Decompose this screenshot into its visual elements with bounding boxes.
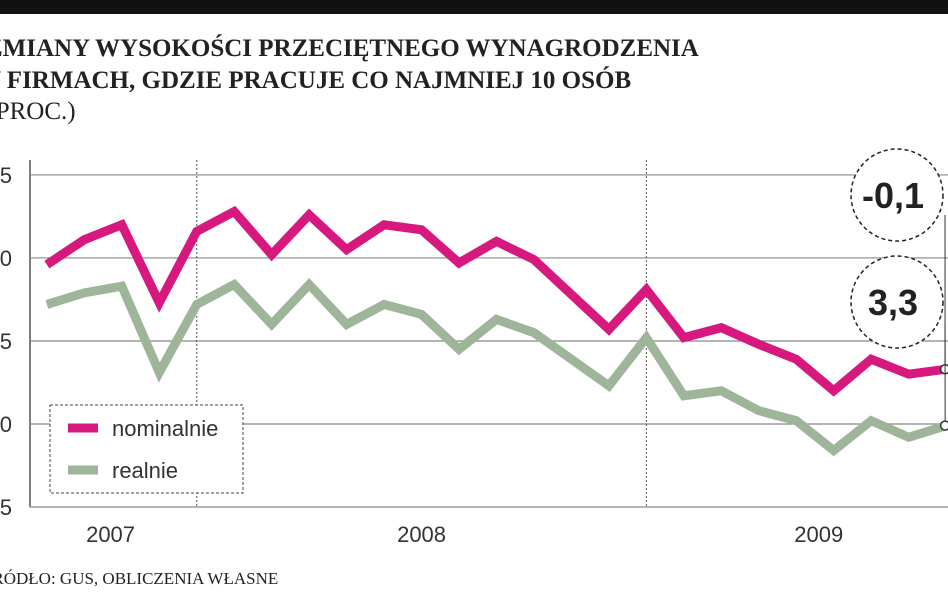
series-line xyxy=(44,205,947,397)
end-label: -0,1 xyxy=(862,175,924,216)
year-label: 2009 xyxy=(794,522,843,547)
series-line xyxy=(45,277,948,457)
legend-label: nominalnie xyxy=(112,416,218,441)
end-marker xyxy=(939,420,948,431)
year-label: 2008 xyxy=(397,522,446,547)
y-tick-label: -5 xyxy=(0,495,12,520)
legend-label: realnie xyxy=(112,458,178,483)
source: ŹRÓDŁO: GUS, OBLICZENIA WŁASNE xyxy=(0,569,278,588)
y-tick-label: 10 xyxy=(0,246,12,271)
y-tick-label: 15 xyxy=(0,163,12,188)
end-label: 3,3 xyxy=(868,282,918,323)
title-line: W FIRMACH, GDZIE PRACUJE CO NAJMNIEJ 10 … xyxy=(0,66,631,94)
y-tick-label: 0 xyxy=(0,412,12,437)
y-tick-label: 5 xyxy=(0,329,12,354)
title-line: ZMIANY WYSOKOŚCI PRZECIĘTNEGO WYNAGRODZE… xyxy=(0,34,699,62)
end-marker xyxy=(939,363,948,375)
legend-box xyxy=(49,404,244,494)
year-label: 2007 xyxy=(86,522,135,547)
title-line: (W PROC.) xyxy=(0,98,76,125)
callout-circle xyxy=(850,148,944,242)
callout-circle xyxy=(850,255,944,349)
top-bar xyxy=(0,0,948,14)
